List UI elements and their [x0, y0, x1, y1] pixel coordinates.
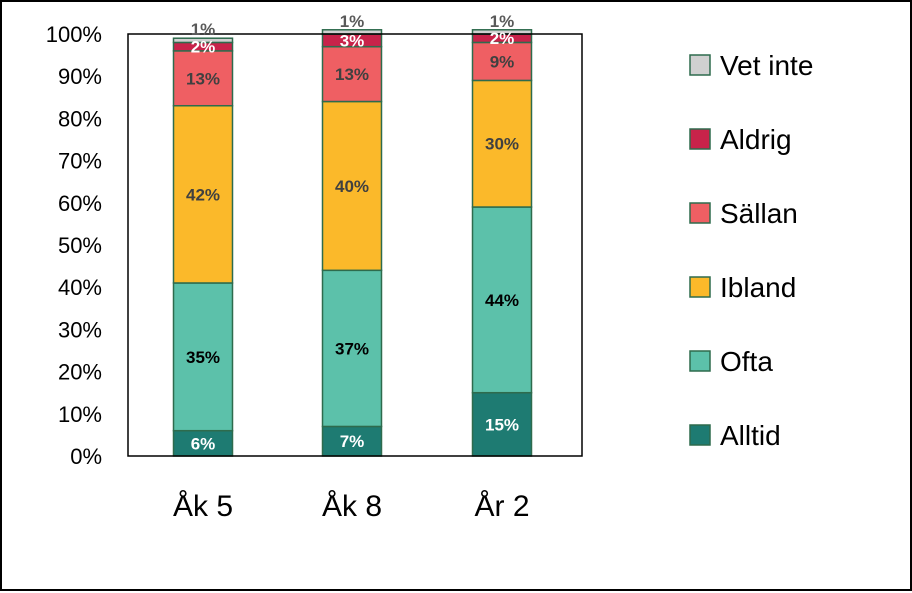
- data-label-aldrig-ak-8: 3%: [340, 31, 365, 50]
- data-label-ibland-ar-2: 30%: [485, 135, 519, 154]
- y-tick-label: 40%: [58, 275, 102, 300]
- axes-layer: 0% 10% 20% 30% 40% 50% 60% 70% 80% 90% 100% Åk 5 Åk …: [46, 22, 583, 523]
- data-label-vet-inte-ak-5: 1%: [191, 20, 216, 39]
- legend-label-ofta: Ofta: [720, 346, 773, 377]
- y-tick-label: 80%: [58, 106, 102, 131]
- x-category-label: Åk 5: [173, 490, 233, 523]
- bar-segment-ofta-ak-5: [172, 282, 234, 432]
- legend-swatch-aldrig: [689, 128, 711, 150]
- y-tick-label: 100%: [46, 22, 102, 47]
- y-tick-label: 10%: [58, 402, 102, 427]
- data-label-alltid-ar-2: 15%: [485, 415, 519, 434]
- y-tick-label: 0%: [70, 444, 102, 469]
- x-category-label: År 2: [474, 490, 529, 523]
- legend-swatch-ibland: [689, 276, 711, 298]
- data-label-ofta-ak-5: 35%: [186, 348, 220, 367]
- y-tick-label: 20%: [58, 360, 102, 385]
- legend-label-ibland: Ibland: [720, 272, 796, 303]
- bar-segment-ofta-ar-2: [471, 206, 533, 394]
- legend-label-sallan: Sällan: [720, 198, 798, 229]
- data-labels-layer: 6%35%42%13%2%1%7%37%40%13%3%1%15%44%30%9…: [186, 12, 519, 454]
- x-category-label: Åk 8: [322, 490, 382, 523]
- y-tick-label: 90%: [58, 64, 102, 89]
- data-label-vet-inte-ak-8: 1%: [340, 12, 365, 31]
- bar-segment-sallan-ar-2: [471, 41, 533, 82]
- bars-layer: [172, 29, 533, 457]
- data-label-ibland-ak-5: 42%: [186, 185, 220, 204]
- y-tick-label: 60%: [58, 191, 102, 216]
- legend-swatch-vet-inte: [689, 54, 711, 76]
- legend: Vet inte Aldrig Sällan Ibland Ofta Alltid: [689, 50, 813, 451]
- data-label-ofta-ak-8: 37%: [335, 339, 369, 358]
- data-label-ibland-ak-8: 40%: [335, 177, 369, 196]
- data-label-sallan-ak-8: 13%: [335, 65, 369, 84]
- data-label-alltid-ak-8: 7%: [340, 432, 365, 451]
- y-tick-label: 30%: [58, 317, 102, 342]
- data-label-sallan-ak-5: 13%: [186, 69, 220, 88]
- y-tick-label: 70%: [58, 149, 102, 174]
- data-label-aldrig-ak-5: 2%: [191, 38, 216, 57]
- legend-label-alltid: Alltid: [720, 420, 781, 451]
- legend-label-vet-inte: Vet inte: [720, 50, 813, 81]
- bar-segment-sallan-ak-8: [321, 45, 383, 103]
- bar-segment-vet-inte-ak-5: [172, 37, 234, 44]
- bar-segment-ibland-ar-2: [471, 79, 533, 208]
- data-label-aldrig-ar-2: 2%: [490, 29, 515, 48]
- legend-swatch-alltid: [689, 424, 711, 446]
- data-label-vet-inte-ar-2: 1%: [490, 12, 515, 31]
- legend-swatch-ofta: [689, 350, 711, 372]
- plot-area-border: [127, 33, 583, 457]
- data-label-sallan-ar-2: 9%: [490, 52, 515, 71]
- y-tick-label: 50%: [58, 233, 102, 258]
- data-label-alltid-ak-5: 6%: [191, 434, 216, 453]
- bar-segment-ibland-ak-8: [321, 100, 383, 272]
- legend-label-aldrig: Aldrig: [720, 124, 792, 155]
- legend-swatch-sallan: [689, 202, 711, 224]
- data-label-ofta-ar-2: 44%: [485, 291, 519, 310]
- bar-segment-sallan-ak-5: [172, 50, 234, 107]
